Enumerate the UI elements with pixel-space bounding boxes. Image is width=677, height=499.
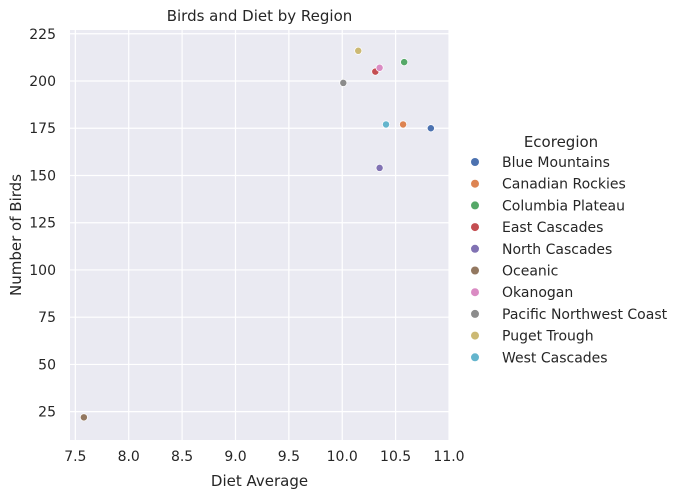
x-tick-label: 7.5 xyxy=(64,449,86,465)
x-tick-label: 11.0 xyxy=(433,449,464,465)
x-tick-label: 8.5 xyxy=(171,449,193,465)
grid-lines xyxy=(70,30,450,440)
legend-label: Blue Mountains xyxy=(502,155,610,171)
x-tick-label: 8.0 xyxy=(118,449,140,465)
legend-marker xyxy=(471,223,479,232)
data-point xyxy=(426,124,435,133)
legend-label: Canadian Rockies xyxy=(502,177,626,193)
legend-label: West Cascades xyxy=(502,350,608,366)
data-points xyxy=(79,46,435,422)
y-tick-label: 125 xyxy=(29,216,56,232)
legend-label: Columbia Plateau xyxy=(502,198,625,214)
legend-marker xyxy=(471,201,479,210)
data-point xyxy=(375,63,384,72)
legend-label: North Cascades xyxy=(502,242,612,258)
legend-label: East Cascades xyxy=(502,220,603,236)
data-point xyxy=(400,58,409,67)
y-tick-label: 100 xyxy=(29,263,56,279)
legend-marker xyxy=(471,288,479,297)
legend-marker xyxy=(471,179,479,188)
y-axis-ticks: 25 50 75 100 125 150 175 200 225 xyxy=(29,27,56,421)
legend-label: Okanogan xyxy=(502,285,573,301)
y-tick-label: 225 xyxy=(29,27,56,43)
legend-marker xyxy=(471,353,479,362)
chart-title: Birds and Diet by Region xyxy=(167,7,353,25)
legend-marker xyxy=(471,244,479,253)
legend-marker xyxy=(471,309,479,318)
legend-label: Puget Trough xyxy=(502,329,594,345)
x-tick-label: 9.0 xyxy=(224,449,246,465)
y-tick-label: 25 xyxy=(38,405,56,421)
plot-area xyxy=(70,30,449,440)
data-point xyxy=(79,413,88,422)
x-tick-label: 9.5 xyxy=(278,449,300,465)
x-tick-label: 10.0 xyxy=(327,449,358,465)
data-point xyxy=(399,120,408,129)
data-point xyxy=(382,120,390,129)
x-axis-title: Diet Average xyxy=(211,472,308,490)
legend-title: Ecoregion xyxy=(524,133,598,151)
y-tick-label: 75 xyxy=(38,310,56,326)
legend-label: Pacific Northwest Coast xyxy=(502,307,668,323)
legend-marker xyxy=(471,331,479,340)
legend: Ecoregion Blue Mountains Canadian Rockies… xyxy=(471,133,668,366)
y-tick-label: 200 xyxy=(29,74,56,90)
y-tick-label: 150 xyxy=(29,168,56,184)
y-tick-label: 50 xyxy=(38,357,56,373)
data-point xyxy=(354,46,363,55)
x-axis-ticks: 7.5 8.0 8.5 9.0 9.5 10.0 10.5 11.0 xyxy=(64,449,464,465)
y-axis-title: Number of Birds xyxy=(7,174,25,296)
legend-marker xyxy=(471,266,479,275)
y-tick-label: 175 xyxy=(29,121,56,137)
data-point xyxy=(339,78,348,87)
legend-marker xyxy=(471,158,479,166)
data-point xyxy=(375,163,384,172)
x-tick-label: 10.5 xyxy=(380,449,411,465)
legend-label: Oceanic xyxy=(502,264,558,280)
